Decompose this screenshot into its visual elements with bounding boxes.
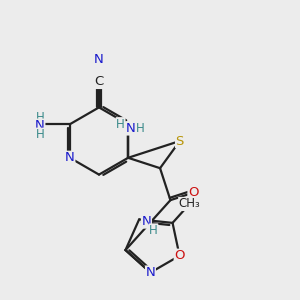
Text: H: H (136, 122, 145, 135)
Text: C: C (94, 75, 103, 88)
Text: H: H (116, 118, 125, 131)
Text: O: O (188, 186, 199, 199)
Text: N: N (126, 122, 135, 135)
Text: O: O (174, 249, 185, 262)
Text: N: N (146, 266, 155, 279)
Text: H: H (35, 128, 44, 141)
Text: N: N (142, 215, 151, 228)
Text: H: H (35, 111, 44, 124)
Text: N: N (94, 53, 104, 66)
Text: H: H (149, 224, 158, 237)
Text: N: N (35, 119, 45, 132)
Text: N: N (65, 151, 75, 164)
Text: CH₃: CH₃ (179, 197, 200, 210)
Text: S: S (176, 134, 184, 148)
